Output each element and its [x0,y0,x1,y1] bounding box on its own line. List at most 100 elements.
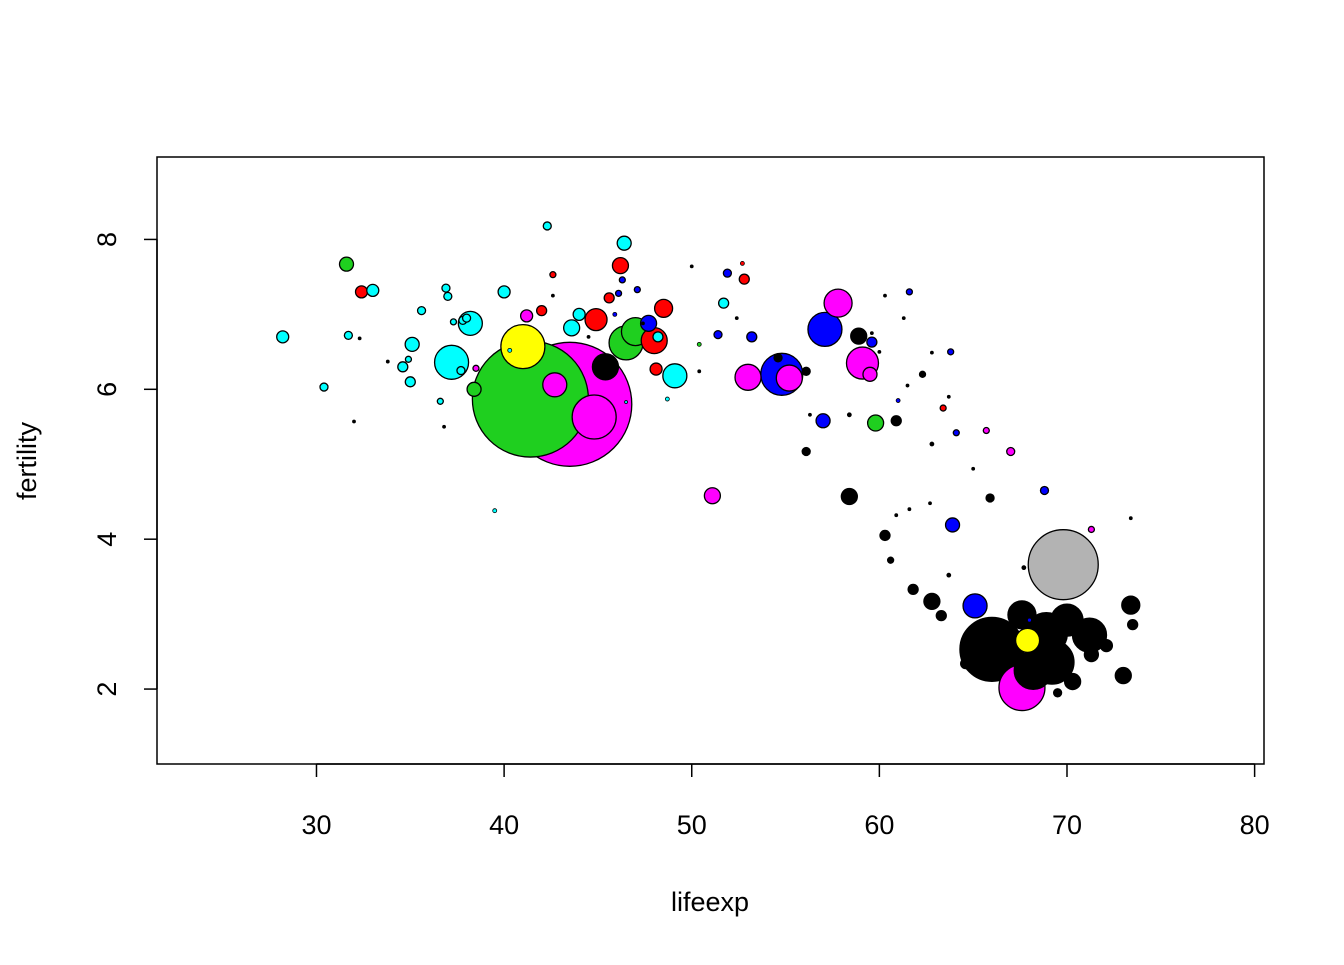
data-point [696,341,702,347]
data-point [918,370,927,378]
data-point [542,372,568,398]
data-point [624,400,628,404]
data-point [664,396,670,402]
x-tick-label: 80 [1240,810,1270,840]
data-point [1007,600,1037,630]
data-point [662,363,688,389]
data-point [618,276,626,284]
data-point [1099,638,1114,653]
data-point [901,316,906,321]
data-point [397,361,409,373]
data-point [612,311,618,317]
x-tick-label: 60 [864,810,894,840]
data-point [611,257,630,275]
data-point [461,313,472,323]
data-point [734,316,739,321]
x-tick-label: 50 [677,810,707,840]
data-point [357,336,362,341]
data-point [807,311,843,348]
data-point [840,487,858,506]
x-tick-label: 70 [1052,810,1082,840]
data-point [808,412,812,417]
data-point [866,336,878,348]
data-point [1083,646,1100,663]
data-point [572,307,586,322]
data-point [734,363,762,391]
data-point [960,657,972,670]
data-point [542,221,552,231]
data-point [436,397,444,405]
data-point [689,264,694,269]
data-point [946,572,952,578]
data-point [639,314,658,333]
data-point [895,398,901,403]
data-point [641,321,645,326]
data-point [1039,485,1050,496]
data-point [883,293,887,298]
data-point [443,291,453,302]
data-point [549,271,557,279]
data-point [584,307,608,332]
data-point [1027,617,1032,623]
data-point [441,283,451,293]
data-point [773,353,783,363]
data-point [535,304,548,317]
data-point [801,366,811,376]
data-point [586,334,591,339]
data-point [1021,565,1027,571]
data-point [982,426,990,435]
data-point [1050,603,1084,637]
data-point [442,424,446,429]
data-point [946,394,951,399]
y-axis: 2 4 6 8 [92,232,158,697]
data-point [354,285,369,299]
data-point [449,318,458,326]
data-point [939,404,947,412]
data-point [846,412,852,418]
data-point [905,383,910,388]
data-point [616,235,632,251]
data-point [886,556,895,564]
data-point [591,353,620,381]
data-point [869,331,874,336]
data-point [319,382,329,392]
data-point [366,283,380,298]
data-point [550,293,555,298]
data-point [722,268,733,278]
data-point [571,394,617,440]
data-point [944,517,961,533]
data-point [466,381,482,397]
data-point [404,355,413,363]
data-point [697,369,702,374]
data-point [947,348,955,356]
data-point [652,331,664,343]
x-tick-label: 40 [489,810,519,840]
data-point [343,330,354,341]
data-point [1087,525,1096,534]
data-point [276,330,290,344]
data-point [1128,516,1133,521]
data-point [928,501,932,506]
data-point [614,289,623,298]
data-point [815,413,831,429]
y-tick-label: 2 [92,682,122,697]
x-tick-label: 30 [301,810,331,840]
data-point [890,415,902,427]
data-point [905,288,914,296]
data-point [801,446,811,457]
data-point [866,414,885,432]
data-point [746,331,758,343]
data-point [456,365,466,376]
y-tick-label: 6 [92,382,122,397]
data-point [907,583,919,596]
data-point [1013,650,1053,690]
data-point [416,305,427,316]
data-point [929,441,935,447]
data-point [1121,595,1141,615]
data-point [850,327,868,345]
data-point [775,364,803,392]
data-point [923,592,941,611]
data-point [739,261,745,266]
